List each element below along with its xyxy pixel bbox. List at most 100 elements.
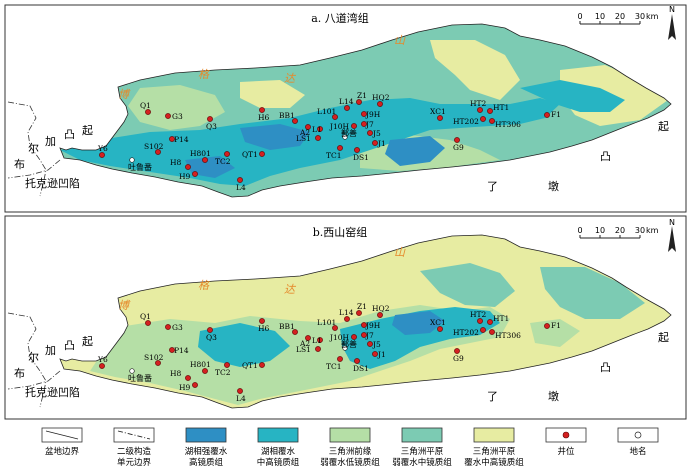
well-marker: [315, 346, 321, 352]
facies-delta-plain-weak-area: [420, 263, 515, 307]
panel-b: b.西山窑组 博 格 达 山 起 凸 布 尔 加 托克逊凹陷 起 凸 了 墩: [4, 215, 687, 420]
well-label: DS1: [353, 153, 369, 162]
well-label: HT306: [495, 120, 521, 129]
well-marker: [351, 123, 357, 129]
scale-unit: km: [646, 226, 659, 235]
well-label: P14: [174, 346, 189, 355]
legend-swatch-lake-cover: [257, 427, 299, 443]
well-marker: [305, 124, 311, 130]
panel-a: a. 八道湾组 博 格 达 山 起 凸 布 尔 加 托克逊凹陷 起: [4, 4, 687, 213]
tuokexun-label: 托克逊凹陷: [25, 385, 80, 399]
panel-a-facies: [60, 24, 671, 197]
tectonic-boundary-line: [7, 101, 47, 197]
region-label-tu-right: 凸: [600, 361, 611, 374]
well-label: LS1: [296, 345, 311, 354]
legend-label: 二级构造: [117, 446, 152, 457]
well-marker: [292, 329, 298, 335]
well-marker: [356, 99, 362, 105]
well-marker: [487, 319, 493, 325]
legend-swatch-delta-plain-cover: [473, 427, 515, 443]
region-label-bu: 布: [14, 158, 25, 171]
well-marker: [372, 351, 378, 357]
well-marker: [337, 356, 343, 362]
well-label: QT1: [242, 150, 258, 159]
well-label: A2: [299, 128, 310, 137]
panel-b-title: b.西山窑组: [313, 225, 368, 239]
north-arrow: N: [668, 218, 676, 252]
well-marker: [361, 111, 367, 117]
region-label-jia: 加: [45, 344, 56, 357]
facies-lake-cover-area: [198, 323, 290, 367]
well-marker: [437, 115, 443, 121]
well-marker: [305, 335, 311, 341]
tectonic-boundary-line: [7, 312, 47, 408]
facies-lake-cover-area: [520, 80, 625, 112]
well-marker: [487, 108, 493, 114]
well-label: XC1: [430, 318, 446, 327]
well-marker: [185, 164, 191, 170]
region-label-qi-left: 起: [82, 124, 93, 137]
region-label-tu-left: 凸: [64, 339, 75, 352]
basin-boundary-line: [59, 23, 672, 198]
well-marker: [367, 341, 373, 347]
well-label: L14: [339, 308, 354, 317]
legend-label: 地名: [629, 446, 646, 457]
bogda-label-4: 山: [394, 34, 406, 47]
town-label: 鄯善: [341, 339, 357, 349]
well-label: Z1: [357, 91, 367, 100]
well-label: J5: [372, 129, 381, 138]
well-marker: [344, 105, 350, 111]
legend-label: 三角洲前缘: [329, 446, 372, 457]
town-marker: [342, 134, 348, 140]
well-marker: [185, 375, 191, 381]
scale-tick: 20: [615, 12, 625, 21]
well-label: H9: [179, 172, 191, 181]
well-label: H8: [170, 369, 182, 378]
legend-town-symbol: [634, 431, 642, 439]
scale-tick: 0: [577, 226, 582, 235]
well-marker: [372, 140, 378, 146]
well-label: Y6: [97, 355, 108, 364]
well-marker: [169, 347, 175, 353]
well-label: HT2: [470, 99, 487, 108]
tuokexun-label: 托克逊凹陷: [25, 176, 80, 190]
basin-boundary-line: [59, 234, 672, 409]
well-marker: [480, 116, 486, 122]
panel-a-title: a. 八道湾组: [311, 11, 369, 25]
well-marker: [437, 326, 443, 332]
well-label: BB1: [279, 322, 295, 331]
well-label: G9: [453, 354, 464, 363]
region-label-qi-right: 起: [658, 331, 669, 344]
well-label: XC1: [430, 107, 446, 116]
town-label: 吐鲁番: [128, 162, 152, 172]
north-label: N: [669, 5, 675, 14]
town-label: 吐鲁番: [128, 373, 152, 383]
well-marker: [315, 135, 321, 141]
scale-tick: 20: [615, 226, 625, 235]
well-marker: [332, 114, 338, 120]
well-marker: [259, 318, 265, 324]
well-marker: [202, 368, 208, 374]
well-marker: [361, 121, 367, 127]
scale-tick: 30: [635, 12, 645, 21]
well-marker: [354, 358, 360, 364]
well-label: J7: [365, 120, 374, 129]
well-label: S102: [144, 353, 164, 362]
well-label: L4: [236, 394, 246, 403]
well-label: HT202: [453, 117, 479, 126]
legend-swatch-tectonic-boundary: [113, 427, 155, 443]
well-marker: [224, 362, 230, 368]
well-marker: [337, 145, 343, 151]
legend-label: 高镜质组: [189, 457, 224, 468]
facies-delta-front-area: [128, 85, 225, 130]
well-label: HT1: [493, 314, 509, 323]
north-label: N: [669, 218, 675, 227]
region-label-qi-left: 起: [82, 335, 93, 348]
well-label: Q3: [206, 333, 217, 342]
legend-swatch-delta-plain-weak: [401, 427, 443, 443]
well-marker: [207, 327, 213, 333]
legend-label: 弱覆水低镜质组: [320, 457, 380, 468]
well-marker: [354, 147, 360, 153]
well-label: TC2: [215, 368, 231, 377]
